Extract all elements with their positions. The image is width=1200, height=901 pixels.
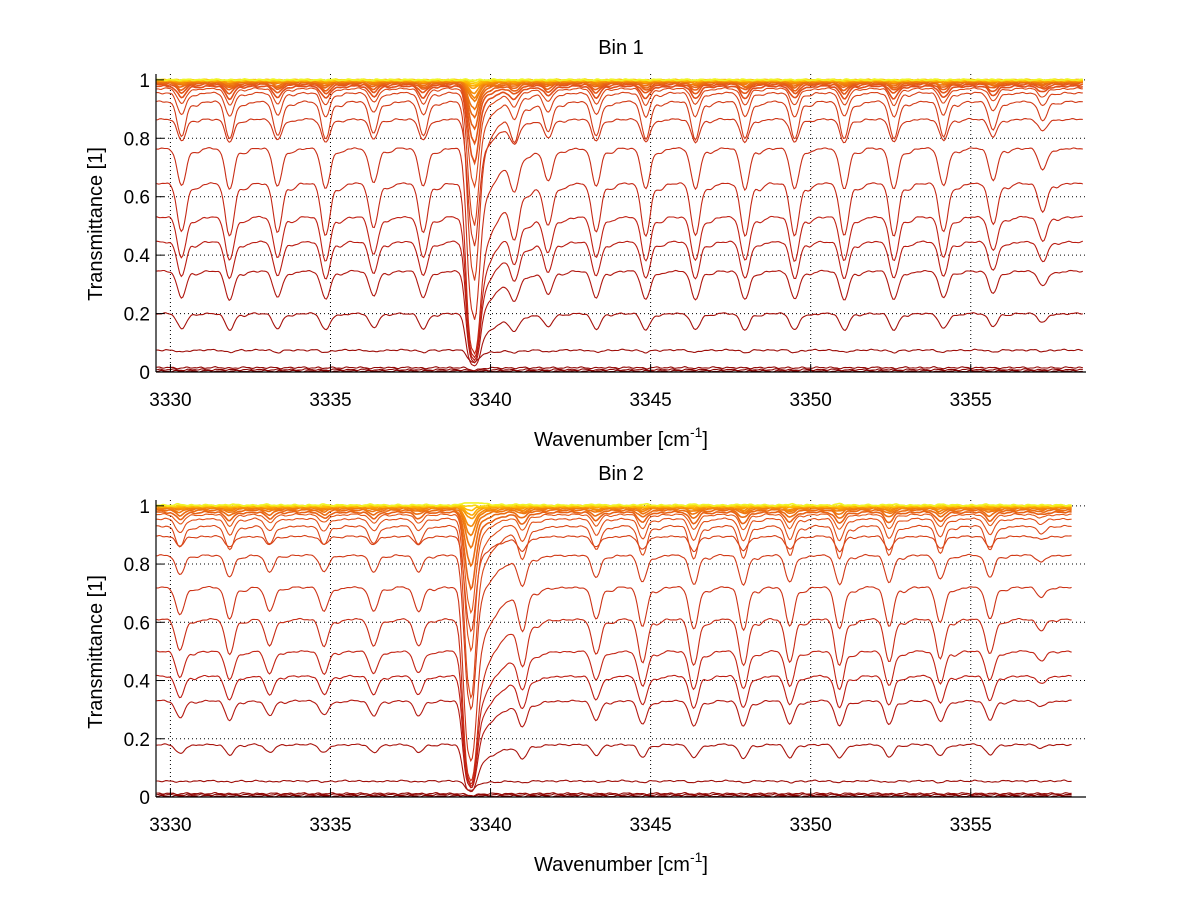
x-tick-labels: 3330 3335 3340 3345 3350 3355 — [149, 815, 992, 836]
series-group — [156, 77, 1084, 373]
x-tick-label: 3345 — [629, 815, 671, 836]
x-axis-label: Wavenumber [cm-1] — [534, 424, 708, 451]
series-line — [156, 650, 1072, 786]
series-line — [156, 791, 1072, 797]
x-tick-label: 3340 — [469, 815, 511, 836]
y-tick-label: 0.4 — [124, 672, 151, 693]
x-tick-label: 3350 — [790, 390, 832, 411]
x-tick-label: 3330 — [149, 390, 191, 411]
y-tick-labels: 0 0.2 0.4 0.6 0.8 1 — [124, 497, 151, 809]
y-axis-label: Transmittance [1] — [85, 575, 107, 729]
y-tick-label: 1 — [139, 497, 150, 518]
series-line — [156, 117, 1083, 247]
panel-title: Bin 2 — [598, 463, 644, 485]
y-tick-label: 0.8 — [124, 129, 150, 150]
series-line — [156, 77, 1084, 82]
series-line — [156, 348, 1083, 363]
series-group — [156, 502, 1072, 798]
series-line — [156, 699, 1072, 789]
x-tick-label: 3335 — [309, 390, 351, 411]
series-line — [156, 502, 1072, 508]
x-tick-label: 3345 — [629, 390, 671, 411]
series-line — [156, 91, 1083, 226]
y-tick-label: 0.6 — [124, 613, 150, 634]
series-line — [156, 100, 1083, 281]
y-tick-label: 1 — [139, 71, 150, 92]
series-line — [156, 553, 1072, 711]
x-tick-labels: 3330 3335 3340 3345 3350 3355 — [149, 390, 992, 411]
y-tick-label: 0 — [139, 363, 150, 384]
y-tick-label: 0.4 — [124, 246, 151, 267]
y-tick-label: 0.2 — [124, 305, 150, 326]
series-line — [156, 240, 1083, 362]
x-tick-label: 3355 — [950, 390, 992, 411]
series-line — [156, 617, 1072, 782]
series-line — [156, 182, 1084, 356]
x-tick-label: 3355 — [950, 815, 992, 836]
series-line — [156, 510, 1072, 591]
series-line — [156, 80, 1084, 119]
grid-lines — [156, 500, 1086, 798]
series-line — [156, 215, 1083, 359]
panel-bin-1: Bin 1 3330 3335 3340 3345 3350 3355 0 0.2 0.4 0.… — [85, 37, 1086, 451]
series-line — [156, 585, 1072, 763]
y-tick-label: 0 — [139, 788, 150, 809]
series-line — [156, 524, 1072, 700]
x-tick-label: 3330 — [149, 815, 191, 836]
panel-bin-2: Bin 2 3330 3335 3340 3345 3350 3355 0 0.2 0.4 0.… — [85, 463, 1086, 876]
axes-lines — [155, 500, 1086, 798]
y-axis-label: Transmittance [1] — [85, 147, 107, 301]
y-tick-label: 0.2 — [124, 730, 150, 751]
series-line — [156, 366, 1083, 372]
series-line — [156, 674, 1072, 788]
y-tick-label: 0.8 — [124, 555, 150, 576]
series-line — [156, 87, 1083, 189]
series-line — [156, 743, 1072, 793]
series-line — [156, 517, 1072, 653]
series-line — [156, 84, 1084, 166]
series-line — [156, 269, 1084, 364]
y-tick-label: 0.6 — [124, 188, 150, 209]
x-tick-label: 3335 — [309, 815, 351, 836]
y-tick-labels: 0 0.2 0.4 0.6 0.8 1 — [124, 71, 151, 384]
x-axis-label: Wavenumber [cm-1] — [534, 849, 708, 876]
panel-title: Bin 1 — [598, 37, 644, 59]
x-tick-label: 3350 — [790, 815, 832, 836]
series-line — [156, 312, 1083, 367]
series-line — [156, 779, 1072, 791]
series-line — [156, 147, 1083, 320]
series-line — [156, 82, 1084, 146]
series-line — [156, 368, 1083, 373]
series-line — [156, 513, 1072, 615]
x-tick-label: 3340 — [469, 390, 511, 411]
series-line — [156, 534, 1072, 633]
axes-lines — [155, 74, 1086, 373]
